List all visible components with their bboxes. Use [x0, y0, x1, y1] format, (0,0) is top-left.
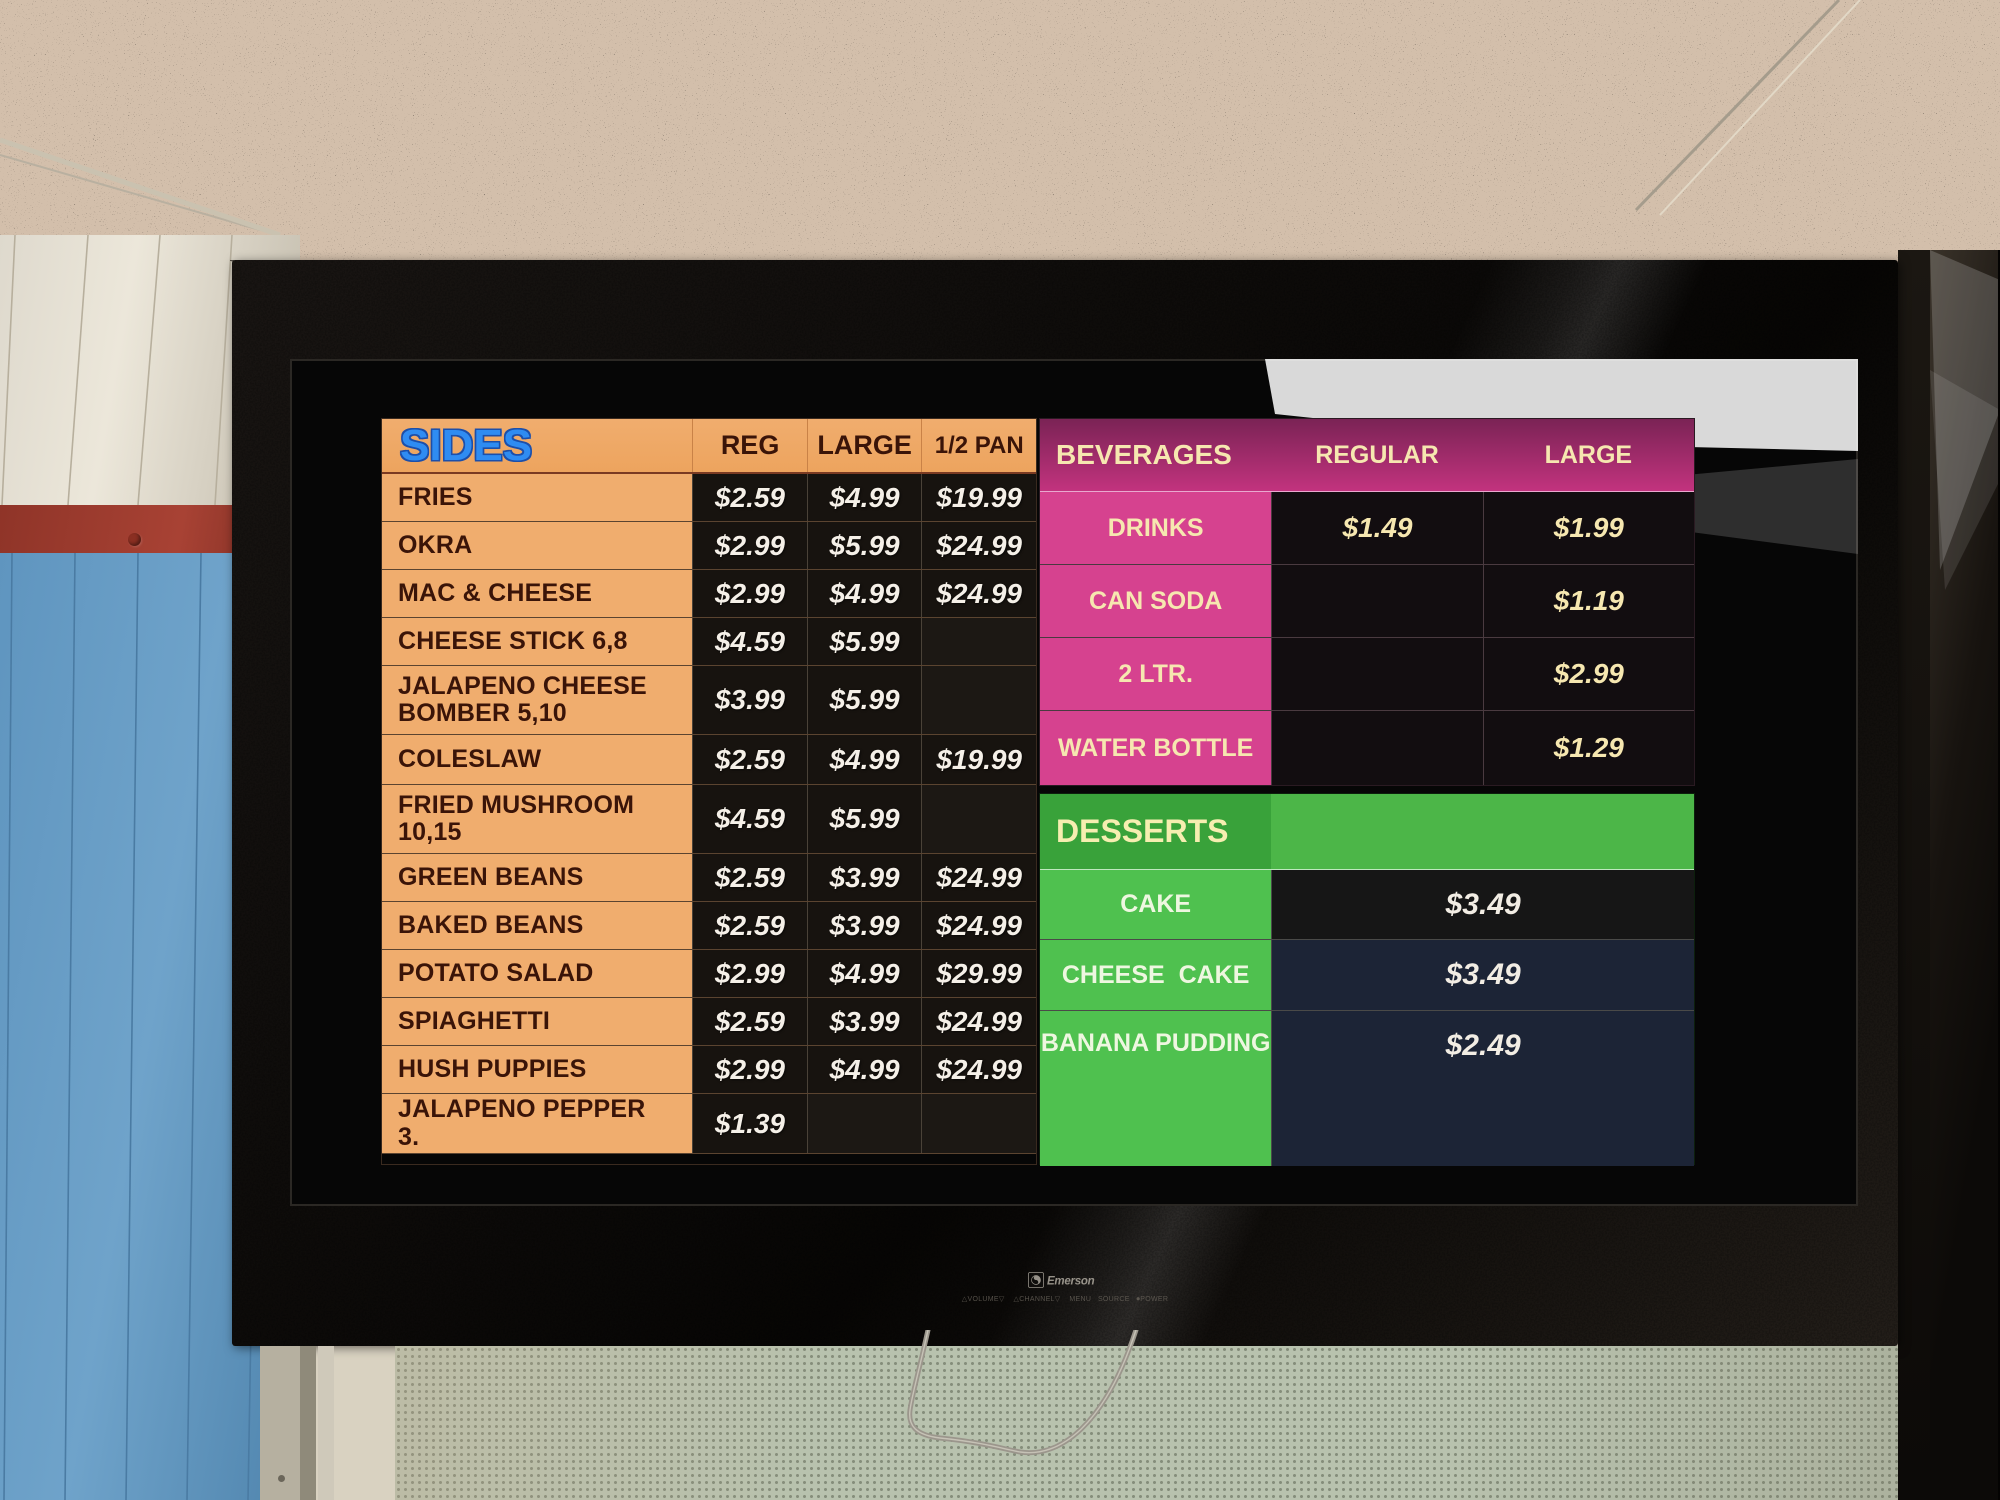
svg-text:Emerson: Emerson [1047, 1276, 1095, 1288]
